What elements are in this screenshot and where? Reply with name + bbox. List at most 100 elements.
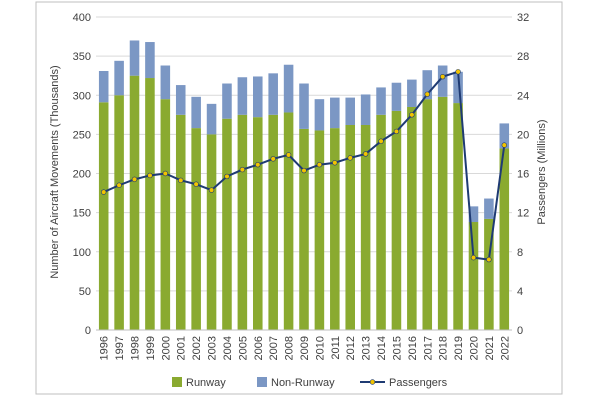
left-tick-label: 250: [73, 129, 91, 141]
non-runway-bar: [237, 77, 248, 115]
non-runway-bar: [314, 99, 325, 131]
non-runway-bar: [360, 94, 371, 125]
right-tick-label: 8: [517, 247, 523, 259]
passengers-point: [239, 166, 246, 173]
legend-label-passengers: Passengers: [389, 377, 448, 389]
x-tick-label: 2000: [160, 336, 172, 360]
non-runway-bar: [376, 87, 386, 115]
x-tick-label: 2003: [207, 336, 219, 360]
non-runway-bar: [453, 71, 463, 104]
x-tick-label: 2020: [468, 336, 480, 360]
non-runway-bar: [437, 65, 448, 97]
left-tick-label: 0: [85, 325, 91, 337]
non-runway-bar: [160, 65, 171, 100]
passengers-point: [424, 91, 430, 97]
right-tick-label: 24: [517, 90, 529, 102]
runway-bar: [453, 103, 463, 330]
x-tick-label: 2021: [484, 336, 496, 360]
x-tick-label: 2013: [361, 336, 373, 360]
passengers-point: [439, 73, 446, 80]
passengers-point: [486, 256, 492, 263]
left-axis-ticks: 0 50 100 150 200 250 300 350 400: [73, 12, 91, 337]
left-tick-label: 100: [73, 247, 91, 259]
runway-bar: [160, 99, 171, 330]
x-tick-label: 1997: [114, 336, 126, 360]
runway-bar: [222, 118, 232, 330]
legend: Runway Non-Runway Passengers: [172, 377, 448, 389]
runway-bar: [330, 128, 340, 330]
right-axis-label: Passengers (Millions): [536, 119, 548, 224]
left-tick-label: 400: [73, 12, 91, 24]
non-runway-bar: [499, 123, 510, 149]
non-runway-bar: [422, 70, 433, 100]
non-runway-bar: [129, 40, 140, 76]
runway-bar: [422, 99, 433, 330]
passengers-point: [255, 161, 261, 168]
non-runway-bar: [391, 82, 402, 111]
runway-bar: [360, 124, 371, 330]
passengers-point: [301, 167, 307, 174]
runway-bar: [391, 110, 402, 331]
non-runway-bar: [175, 85, 186, 115]
runway-bar: [191, 128, 201, 330]
x-tick-label: 1998: [130, 336, 142, 360]
runway-bar: [98, 102, 109, 330]
passengers-point: [455, 69, 461, 75]
x-tick-label: 2015: [391, 336, 403, 360]
passengers-point: [162, 170, 169, 177]
passengers-point: [147, 172, 153, 179]
runway-bar: [175, 114, 186, 330]
right-tick-label: 16: [517, 169, 529, 181]
runway-bar: [499, 148, 510, 330]
passengers-point: [270, 156, 276, 162]
left-tick-label: 300: [73, 90, 91, 102]
passengers-point: [501, 142, 507, 148]
passengers-point: [131, 176, 138, 183]
non-runway-bar: [407, 79, 417, 107]
passengers-point: [347, 155, 353, 161]
passengers-point: [332, 160, 338, 166]
x-tick-label: 1999: [145, 336, 157, 360]
passengers-point: [362, 151, 369, 157]
runway-bar: [407, 106, 417, 330]
non-runway-bar: [468, 206, 479, 223]
non-runway-bar: [206, 103, 217, 135]
x-tick-label: 2011: [330, 336, 342, 360]
x-tick-label: 1996: [99, 336, 111, 360]
x-tick-label: 2022: [499, 336, 511, 360]
x-tick-label: 2005: [237, 336, 249, 360]
legend-swatch-runway: [172, 377, 182, 387]
left-tick-label: 200: [73, 169, 91, 181]
x-tick-label: 2014: [376, 336, 388, 360]
x-tick-label: 2016: [407, 336, 419, 360]
right-tick-label: 32: [517, 12, 529, 24]
non-runway-bar: [484, 198, 494, 219]
non-runway-bar: [114, 60, 124, 96]
right-tick-label: 12: [517, 208, 529, 220]
passengers-point: [378, 138, 384, 144]
runway-bar: [314, 130, 325, 330]
passengers-point: [316, 161, 323, 168]
runway-bar: [299, 128, 309, 330]
x-tick-label: 2007: [268, 336, 280, 360]
runway-bar: [114, 95, 124, 330]
passengers-point: [409, 112, 415, 118]
non-runway-bar: [98, 70, 109, 103]
non-runway-bar: [191, 96, 201, 129]
non-runway-bar: [299, 83, 309, 129]
runway-bar: [145, 78, 155, 330]
runway-bar: [376, 114, 386, 330]
left-tick-label: 350: [73, 51, 91, 63]
right-tick-label: 28: [517, 51, 529, 63]
x-tick-label: 2012: [345, 336, 357, 360]
bar-series: [98, 40, 510, 331]
passengers-point: [208, 187, 215, 193]
x-axis-ticks: 1996 1997 1998 1999 2000 2001 2002 2003 2004 2005…: [99, 336, 512, 360]
passengers-point: [393, 128, 400, 135]
non-runway-bar: [330, 97, 340, 129]
non-runway-bar: [222, 83, 232, 119]
passengers-point: [101, 189, 107, 195]
passengers-point: [116, 182, 122, 188]
